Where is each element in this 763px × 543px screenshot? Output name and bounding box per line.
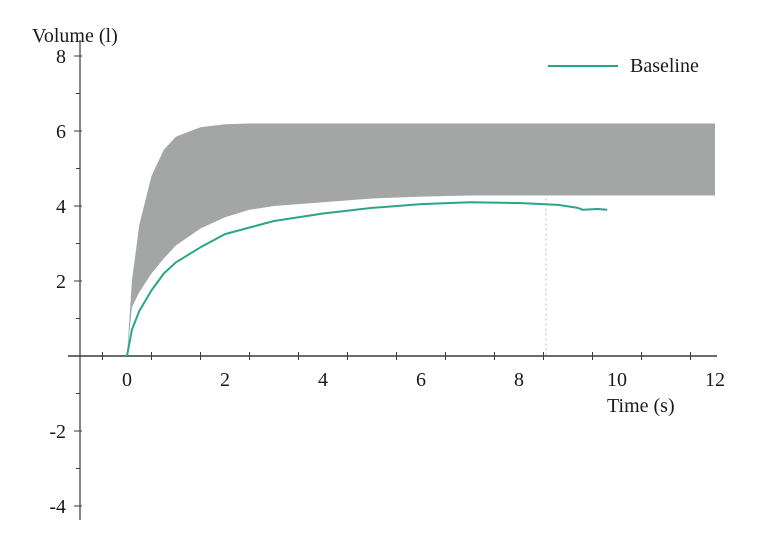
x-tick-label: 12 xyxy=(705,369,725,391)
x-tick-label: 4 xyxy=(318,369,328,391)
x-tick-label: 6 xyxy=(416,369,426,391)
x-tick-label: 10 xyxy=(607,369,627,391)
reference-band-layer xyxy=(127,123,715,356)
tick-label-layer: 0 2 4 6 8 10 12 -4 -2 2 4 6 8 xyxy=(49,46,725,518)
y-axis-title: Volume (l) xyxy=(32,25,118,47)
y-tick-label: 6 xyxy=(56,121,66,143)
y-tick-label: 4 xyxy=(56,196,66,218)
x-axis-title: Time (s) xyxy=(607,395,675,417)
reference-band xyxy=(127,123,715,356)
y-tick-label: -4 xyxy=(49,496,66,518)
x-tick-label: 8 xyxy=(514,369,524,391)
y-tick-label: -2 xyxy=(49,421,66,443)
series-line-baseline xyxy=(126,201,608,357)
x-tick-label: 2 xyxy=(220,369,230,391)
y-tick-label: 8 xyxy=(56,46,66,68)
legend: Baseline xyxy=(548,55,699,77)
series-layer xyxy=(126,201,608,357)
x-tick-label: 0 xyxy=(122,369,132,391)
legend-label-baseline: Baseline xyxy=(630,55,699,77)
axes-layer xyxy=(68,40,717,520)
y-tick-label: 2 xyxy=(56,271,66,293)
